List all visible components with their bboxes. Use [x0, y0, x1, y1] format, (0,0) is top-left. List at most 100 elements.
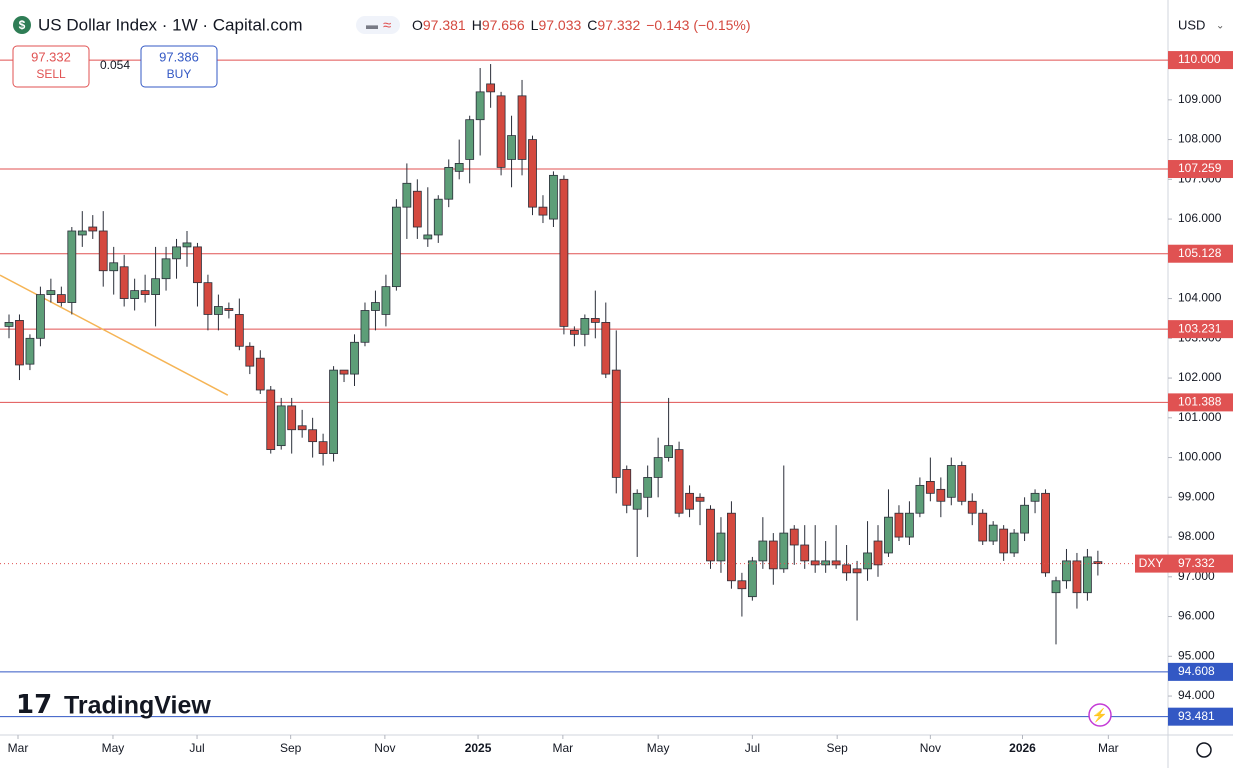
candle-body	[768, 540, 778, 570]
candle-body	[287, 405, 297, 431]
ohlc-label: H	[472, 17, 482, 33]
level-label-box	[1168, 393, 1233, 412]
level-label-box	[1168, 51, 1233, 70]
overlay: $ US Dollar Index · 1W · Capital.com ▬ ≈…	[6, 10, 1230, 758]
candle-body	[800, 544, 810, 562]
candle-body	[1051, 580, 1061, 594]
candle-body	[350, 341, 359, 375]
candle-body	[266, 389, 276, 451]
icon-minus: ▬	[366, 18, 378, 32]
candle-body	[297, 425, 307, 431]
candle-body	[978, 512, 988, 542]
brand-logo: 𝟭𝟳	[16, 689, 52, 719]
x-tick-label: Sep	[280, 741, 302, 755]
candle-body	[538, 206, 548, 216]
lightning-glyph: ⚡	[1092, 707, 1108, 723]
level-label: 94.608	[1178, 664, 1215, 678]
candle-body	[454, 163, 464, 172]
candle-body	[716, 532, 726, 562]
candle-body	[810, 560, 820, 566]
candle-body	[402, 182, 412, 208]
candle-body	[88, 226, 98, 232]
candle-body	[36, 294, 45, 339]
lightning-icon[interactable]	[1088, 703, 1112, 727]
ohlc-label: L	[531, 17, 539, 33]
candle-body	[98, 230, 108, 272]
candle-body	[517, 95, 527, 160]
candle-body	[884, 516, 893, 554]
y-tick-label: 102.000	[1178, 370, 1222, 384]
candle-body	[894, 512, 904, 538]
y-tick-label: 98.000	[1178, 529, 1215, 543]
candle-body	[1062, 560, 1071, 582]
candle-body	[193, 246, 202, 284]
y-tick-label: 106.000	[1178, 211, 1222, 225]
header-ohlc: O97.381 H97.656 L97.033 C97.332 −0.143 (−0.1…	[412, 17, 751, 33]
currency-caret: ⌄	[1216, 21, 1224, 32]
candle-body	[255, 357, 265, 391]
x-tick-label: Nov	[920, 741, 941, 755]
x-tick-label: Mar	[1098, 741, 1119, 755]
ohlc-label: C	[587, 17, 597, 33]
symbol-icon-glyph: $	[19, 18, 26, 32]
current-symbol-box	[1135, 554, 1168, 573]
candle-body	[391, 206, 401, 288]
sell-price: 97.332	[31, 49, 71, 64]
candle-body	[67, 230, 77, 303]
x-tick-label: Jul	[745, 741, 760, 755]
header-icons[interactable]	[356, 16, 400, 34]
candle-body	[4, 322, 14, 327]
candle-body	[779, 532, 789, 570]
candle-body	[946, 465, 956, 498]
y-tick-label: 99.000	[1178, 489, 1215, 503]
candle-body	[821, 560, 831, 566]
level-label-box	[1168, 662, 1233, 681]
y-tick-label: 100.000	[1178, 450, 1222, 464]
x-tick-label: Sep	[826, 741, 848, 755]
symbol-icon	[13, 16, 31, 34]
candle-body	[329, 369, 338, 454]
candle-body	[747, 560, 757, 598]
candle-body	[308, 429, 318, 443]
x-tick-label: May	[647, 741, 670, 755]
candle-body	[109, 262, 119, 272]
candle-body	[611, 369, 621, 478]
candle-body	[245, 345, 255, 367]
ohlc-value: 97.381	[423, 17, 466, 33]
candle-body	[444, 166, 454, 200]
settings-icon[interactable]	[1196, 742, 1212, 758]
candle-body	[559, 178, 569, 327]
candle-body	[381, 286, 391, 315]
candle-body	[842, 564, 851, 574]
x-tick-label: Nov	[374, 741, 395, 755]
x-tick-label: 2025	[465, 741, 492, 755]
candle-body	[664, 445, 674, 458]
candle-body	[789, 528, 799, 546]
candle-body	[56, 294, 66, 303]
plot-area: 94.00095.00096.00097.00098.00099.000100.…	[0, 51, 1233, 755]
candle-body	[528, 139, 537, 208]
brand-name: TradingView	[64, 692, 211, 720]
x-tick-label: Mar	[8, 741, 29, 755]
x-tick-label: Jul	[189, 741, 204, 755]
header-change: −0.143 (−0.15%)	[646, 17, 750, 33]
spread: 0.054	[100, 58, 130, 72]
candle-body	[1083, 556, 1092, 594]
currency-button[interactable]	[1170, 12, 1230, 40]
candle-body	[863, 552, 872, 570]
candle-body	[1072, 560, 1082, 594]
candle-body	[685, 492, 694, 510]
candle-body	[130, 290, 140, 299]
buy-button[interactable]	[140, 45, 218, 88]
level-label: 110.000	[1178, 52, 1221, 66]
candle-body	[224, 308, 234, 311]
candle-body	[758, 540, 768, 562]
candle-body	[852, 568, 862, 574]
candle-body	[213, 306, 223, 315]
candle-body	[151, 278, 160, 295]
candle-body	[967, 500, 977, 514]
sell-button[interactable]	[12, 45, 90, 88]
candle-body	[318, 441, 328, 454]
candle-body	[580, 318, 590, 335]
candle-body	[77, 230, 87, 236]
